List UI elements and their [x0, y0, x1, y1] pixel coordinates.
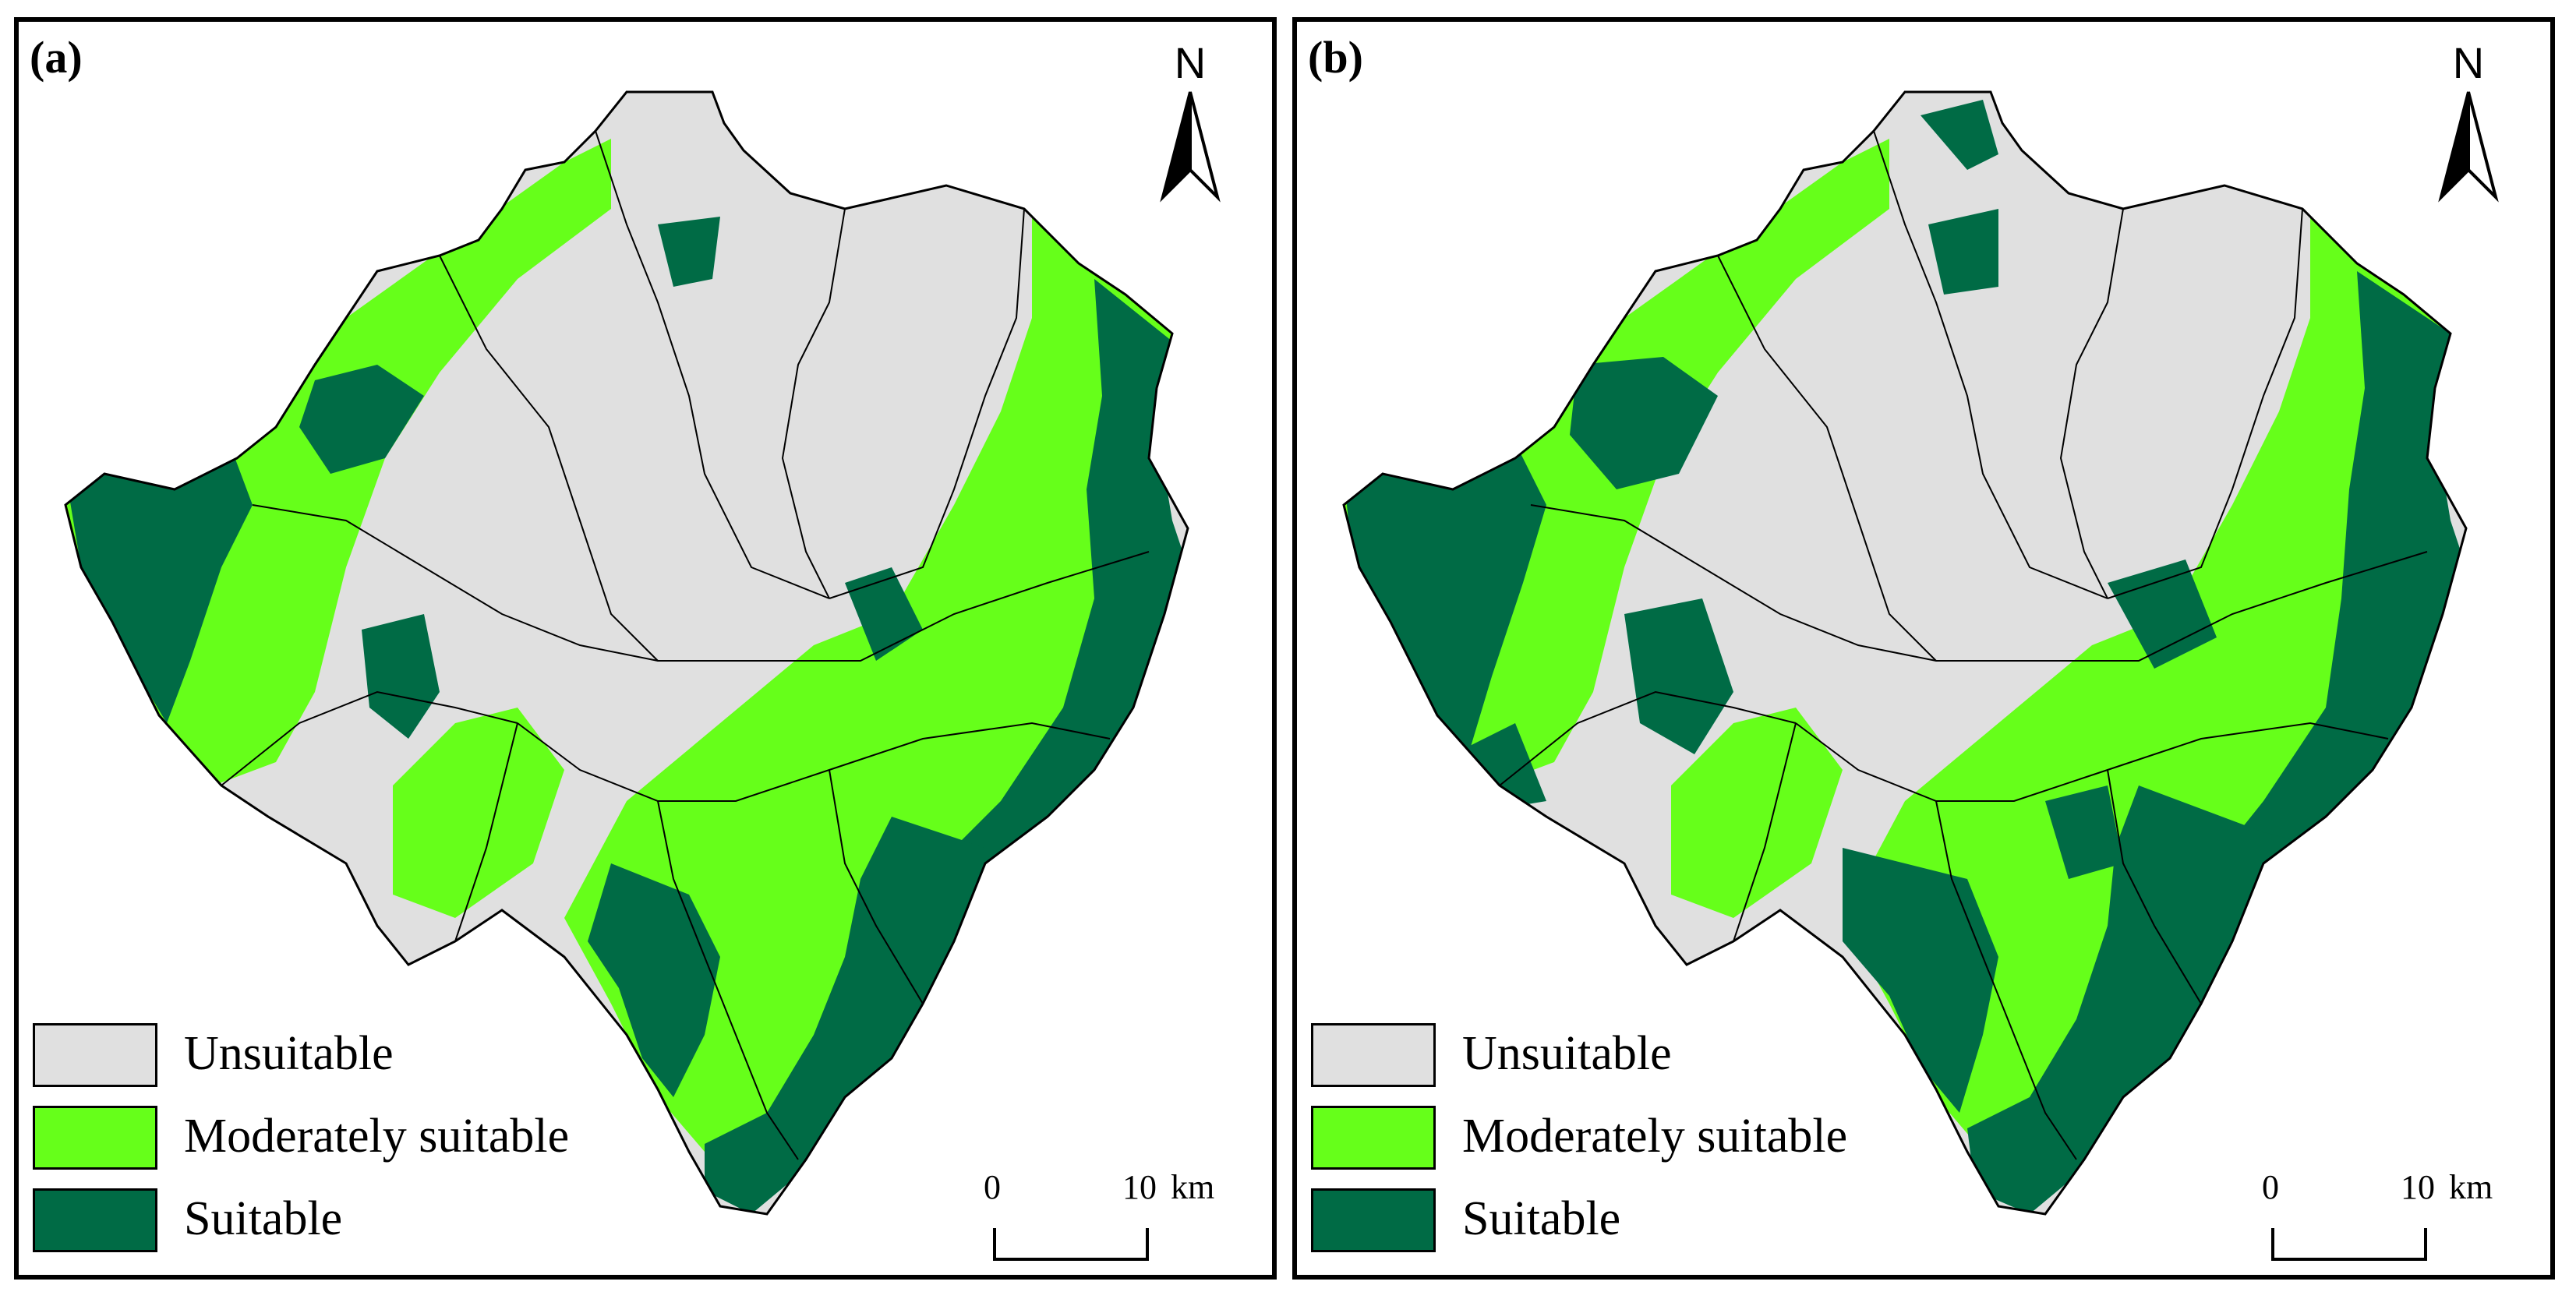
scale-unit: km — [1171, 1167, 1214, 1207]
legend-label: Unsuitable — [1462, 1026, 1672, 1082]
north-letter: N — [1147, 37, 1233, 88]
legend-swatch — [33, 1023, 157, 1087]
legend-swatch — [1311, 1188, 1436, 1252]
map-panel-a: (a) N Unsuitable Moderately suitable Sui… — [14, 17, 1277, 1280]
scale-end: 10 — [2401, 1167, 2435, 1207]
suitability-map-b — [1297, 22, 2550, 1275]
scale-start: 0 — [2262, 1167, 2279, 1207]
legend-label: Suitable — [1462, 1191, 1620, 1247]
scale-end: 10 — [1122, 1167, 1157, 1207]
north-letter: N — [2426, 37, 2511, 88]
legend-swatch — [1311, 1106, 1436, 1170]
north-arrow: N — [2426, 37, 2511, 217]
scale-bar: 0 10 km — [2248, 1167, 2497, 1269]
legend-label: Suitable — [184, 1191, 342, 1247]
scale-line — [2271, 1228, 2427, 1262]
scale-bar: 0 10 km — [970, 1167, 1219, 1269]
legend-swatch — [1311, 1023, 1436, 1087]
suitability-map-a — [19, 22, 1272, 1275]
legend-label: Moderately suitable — [1462, 1109, 1847, 1164]
map-panel-b: (b) N Unsuitable Moderately suitable Sui… — [1292, 17, 2555, 1280]
legend-label: Unsuitable — [184, 1026, 394, 1082]
panel-label: (b) — [1308, 31, 1363, 83]
north-arrow: N — [1147, 37, 1233, 217]
panel-label: (a) — [30, 31, 83, 83]
legend-label: Moderately suitable — [184, 1109, 569, 1164]
legend-swatch — [33, 1188, 157, 1252]
scale-line — [993, 1228, 1149, 1262]
scale-unit: km — [2449, 1167, 2493, 1207]
scale-start: 0 — [984, 1167, 1001, 1207]
legend-swatch — [33, 1106, 157, 1170]
